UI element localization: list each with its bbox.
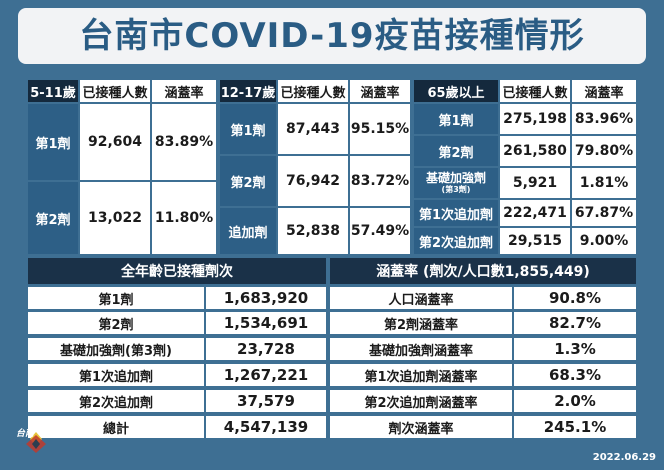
table-65-row-label-booster: 基礎加強劑 (第3劑) xyxy=(414,168,498,198)
table-65-row-rate: 79.80% xyxy=(572,136,636,166)
table-12-17-row-count: 87,443 xyxy=(278,104,348,154)
table-5-11-header-age: 5-11歲 xyxy=(28,80,78,102)
all-ages-row-label: 第1次追加劑 xyxy=(28,364,204,386)
coverage-row-label: 第2次追加劑涵蓋率 xyxy=(330,390,512,412)
all-ages-row-label: 第1劑 xyxy=(28,287,204,309)
table-65-row-label: 第1次追加劑 xyxy=(414,200,498,226)
table-12-17-row-rate: 57.49% xyxy=(350,208,410,254)
table-65-row-count: 275,198 xyxy=(500,104,570,134)
all-ages-header: 全年齡已接種劑次 xyxy=(28,258,326,284)
table-12-17-row-count: 52,838 xyxy=(278,208,348,254)
coverage-row-value: 245.1% xyxy=(514,416,636,438)
table-12-17-header-age: 12-17歲 xyxy=(220,80,276,102)
city-emblem-icon: 台南 xyxy=(16,422,56,456)
table-65-row-count: 222,471 xyxy=(500,200,570,226)
coverage-row-label: 劑次涵蓋率 xyxy=(330,416,512,438)
table-65-row-count: 261,580 xyxy=(500,136,570,166)
coverage-row-label: 第1次追加劑涵蓋率 xyxy=(330,364,512,386)
table-65-header-count: 已接種人數 xyxy=(500,80,570,102)
page-title: 台南市COVID-19疫苗接種情形 xyxy=(79,16,585,56)
table-5-11-row-count: 13,022 xyxy=(80,182,150,254)
table-12-17-row-label: 第2劑 xyxy=(220,156,276,206)
table-5-11-header-rate: 涵蓋率 xyxy=(152,80,216,102)
table-5-11-header-count: 已接種人數 xyxy=(80,80,150,102)
all-ages-row-value: 1,534,691 xyxy=(206,312,326,334)
table-5-11-row-rate: 83.89% xyxy=(152,104,216,180)
coverage-row-label: 第2劑涵蓋率 xyxy=(330,312,512,334)
table-12-17-header-rate: 涵蓋率 xyxy=(350,80,410,102)
all-ages-row-label: 第2次追加劑 xyxy=(28,390,204,412)
all-ages-row-value: 1,267,221 xyxy=(206,364,326,386)
coverage-header: 涵蓋率 (劑次/人口數1,855,449) xyxy=(330,258,636,284)
table-5-11-row-label: 第2劑 xyxy=(28,182,78,254)
table-12-17-row-count: 76,942 xyxy=(278,156,348,206)
title-card: 台南市COVID-19疫苗接種情形 xyxy=(18,8,646,64)
table-65-row-rate: 9.00% xyxy=(572,228,636,254)
table-65-row-label: 第2劑 xyxy=(414,136,498,166)
table-12-17-row-rate: 83.72% xyxy=(350,156,410,206)
table-65-header-age: 65歲以上 xyxy=(414,80,498,102)
all-ages-row-value: 37,579 xyxy=(206,390,326,412)
coverage-row-label: 基礎加強劑涵蓋率 xyxy=(330,338,512,360)
table-12-17-row-label: 第1劑 xyxy=(220,104,276,154)
all-ages-row-label: 基礎加強劑(第3劑) xyxy=(28,338,204,360)
table-65-row-rate: 67.87% xyxy=(572,200,636,226)
all-ages-row-label: 第2劑 xyxy=(28,312,204,334)
table-12-17-row-label: 追加劑 xyxy=(220,208,276,254)
table-12-17-row-rate: 95.15% xyxy=(350,104,410,154)
all-ages-row-label: 總計 xyxy=(28,416,204,438)
coverage-row-value: 90.8% xyxy=(514,287,636,309)
table-12-17-header-count: 已接種人數 xyxy=(278,80,348,102)
table-5-11-row-rate: 11.80% xyxy=(152,182,216,254)
coverage-row-value: 2.0% xyxy=(514,390,636,412)
booster-sublabel: (第3劑) xyxy=(441,185,471,194)
table-65-header-rate: 涵蓋率 xyxy=(572,80,636,102)
coverage-row-value: 82.7% xyxy=(514,312,636,334)
table-5-11-row-label: 第1劑 xyxy=(28,104,78,180)
table-65-row-label: 第2次追加劑 xyxy=(414,228,498,254)
logo-text: 台南 xyxy=(16,429,35,439)
all-ages-row-value: 4,547,139 xyxy=(206,416,326,438)
all-ages-row-value: 23,728 xyxy=(206,338,326,360)
booster-label: 基礎加強劑 xyxy=(425,171,486,185)
all-ages-row-value: 1,683,920 xyxy=(206,287,326,309)
date-stamp: 2022.06.29 xyxy=(592,452,656,463)
table-65-row-rate: 83.96% xyxy=(572,104,636,134)
table-65-row-rate: 1.81% xyxy=(572,168,636,198)
table-65-row-count: 5,921 xyxy=(500,168,570,198)
coverage-row-value: 1.3% xyxy=(514,338,636,360)
coverage-row-value: 68.3% xyxy=(514,364,636,386)
table-5-11-row-count: 92,604 xyxy=(80,104,150,180)
table-65-row-count: 29,515 xyxy=(500,228,570,254)
table-65-row-label: 第1劑 xyxy=(414,104,498,134)
coverage-row-label: 人口涵蓋率 xyxy=(330,287,512,309)
